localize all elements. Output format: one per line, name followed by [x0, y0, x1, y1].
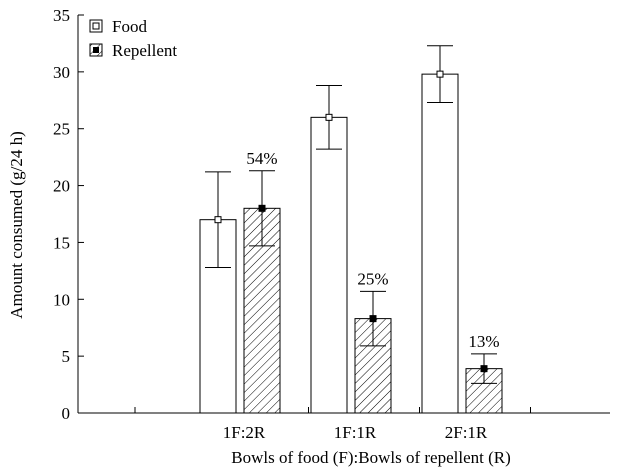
x-tick-label: 1F:2R — [223, 423, 266, 442]
x-tick-label: 1F:1R — [334, 423, 377, 442]
legend: Food Repellent — [89, 17, 177, 60]
point-food — [436, 70, 444, 78]
y-tick-label: 5 — [62, 347, 71, 366]
bars — [199, 73, 503, 414]
bar-food — [310, 116, 348, 414]
percent-label: 13% — [468, 332, 499, 351]
y-axis-label: Amount consumed (g/24 h) — [7, 131, 26, 318]
y-tick-label: 30 — [53, 63, 70, 82]
x-tick-label: 2F:1R — [445, 423, 488, 442]
x-ticks: 1F:2R 1F:1R 2F:1R — [134, 407, 531, 442]
y-tick-label: 15 — [53, 233, 70, 252]
point-repellent — [480, 365, 488, 373]
y-tick-label: 10 — [53, 290, 70, 309]
percent-label: 25% — [357, 269, 388, 288]
legend-item-repellent: Repellent — [89, 41, 177, 60]
bar-food — [421, 73, 459, 414]
y-tick-label: 0 — [62, 404, 71, 423]
y-tick-label: 20 — [53, 177, 70, 196]
point-food — [325, 113, 333, 121]
percent-label: 54% — [246, 149, 277, 168]
legend-label-food: Food — [112, 17, 147, 36]
y-ticks: 0 5 10 15 20 25 30 35 — [53, 6, 84, 423]
legend-item-food: Food — [89, 17, 147, 36]
x-axis-label: Bowls of food (F):Bowls of repellent (R) — [231, 448, 511, 467]
y-tick-label: 25 — [53, 120, 70, 139]
annotations: 54% 25% 13% — [246, 149, 499, 351]
point-food — [214, 216, 222, 224]
y-tick-label: 35 — [53, 6, 70, 25]
legend-repellent-marker — [93, 47, 99, 53]
legend-food-marker — [92, 22, 100, 30]
legend-label-repellent: Repellent — [112, 41, 177, 60]
point-repellent — [258, 204, 266, 212]
error-bars — [205, 45, 497, 384]
point-repellent — [369, 315, 377, 323]
